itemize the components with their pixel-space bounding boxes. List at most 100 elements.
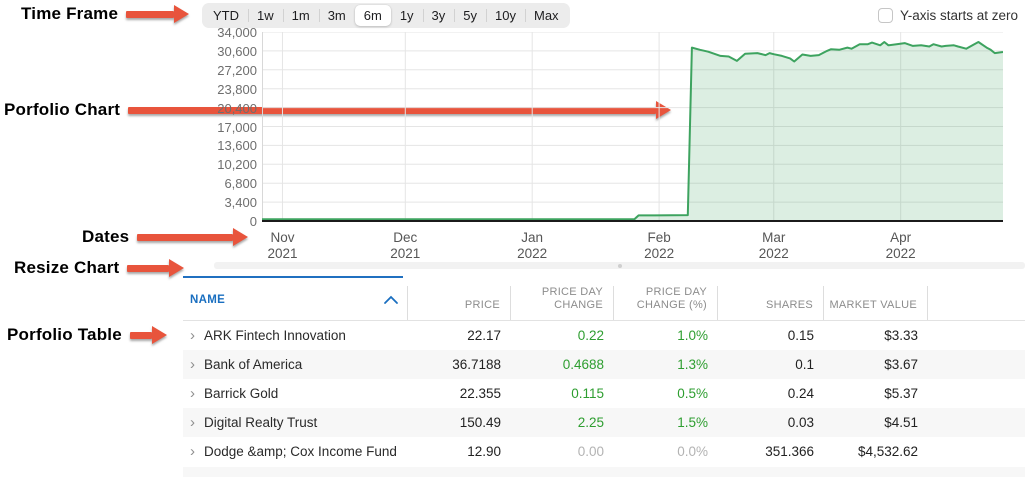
table-row[interactable]: › ARK Fintech Innovation 22.17 0.22 1.0% 0.15… <box>183 321 1025 350</box>
cell-name: › Dodge &amp; Cox Income Fund <box>183 444 408 459</box>
y-axis-zero-checkbox[interactable] <box>878 8 893 23</box>
column-header-label: NAME <box>190 293 226 306</box>
y-axis-zero-option: Y-axis starts at zero <box>878 8 1018 23</box>
cell-shares: 0.1 <box>795 357 814 372</box>
cell-shares: 351.366 <box>765 444 814 459</box>
holding-name: ARK Fintech Innovation <box>204 328 346 343</box>
cell-change-pct: 0.0% <box>677 444 708 459</box>
column-header-change[interactable]: PRICE DAY CHANGE <box>511 286 614 320</box>
timeframe-option-10y[interactable]: 10y <box>486 5 525 26</box>
cell-market-value: $4,532.62 <box>857 444 918 459</box>
y-tick-label: 23,800 <box>217 81 257 97</box>
column-header-label: MARKET VALUE <box>829 299 917 311</box>
cell-market-value: $5.37 <box>884 386 918 401</box>
annotation-label: Time Frame <box>21 4 119 23</box>
table-row[interactable]: › Bank of America 36.7188 0.4688 1.3% 0.1 $3.6… <box>183 350 1025 379</box>
expand-row-chevron-icon[interactable]: › <box>190 414 195 431</box>
right-arrow-icon <box>126 5 190 23</box>
annotation-label: Porfolio Table <box>7 325 122 344</box>
timeframe-option-3y[interactable]: 3y <box>422 5 455 26</box>
x-tick-label: Mar 2022 <box>758 230 789 261</box>
annotation-portfolio-chart: Porfolio Chart <box>4 100 672 120</box>
column-header-shares[interactable]: SHARES <box>718 286 824 320</box>
column-header-market_value[interactable]: MARKET VALUE <box>824 286 928 320</box>
annotation-label: Porfolio Chart <box>4 100 121 119</box>
x-tick-label: Jan 2022 <box>517 230 548 261</box>
y-tick-label: 6,800 <box>224 176 257 192</box>
timeframe-option-1y[interactable]: 1y <box>399 8 414 23</box>
annotation-resize-chart: Resize Chart <box>14 258 185 278</box>
y-tick-label: 10,200 <box>217 157 257 173</box>
timeframe-option-max[interactable]: Max <box>524 5 568 26</box>
table-row[interactable]: › Barrick Gold 22.355 0.115 0.5% 0.24 $5.37 <box>183 379 1025 408</box>
y-tick-label: 13,600 <box>217 138 257 154</box>
x-tick-label: Dec 2021 <box>390 230 421 261</box>
x-tick-label: Feb 2022 <box>644 230 675 261</box>
timeframe-option-3m[interactable]: 3m <box>318 5 355 26</box>
table-row[interactable]: › Digital Realty Trust 150.49 2.25 1.5% 0.03 $… <box>183 408 1025 437</box>
x-tick-label: Apr 2022 <box>885 230 916 261</box>
column-header-change_pct[interactable]: PRICE DAY CHANGE (%) <box>614 286 718 320</box>
timeframe-selector: YTD 1w 1m 3m 6m 1y 3y 5y 10y Max <box>202 3 570 28</box>
expand-row-chevron-icon[interactable]: › <box>190 327 195 344</box>
annotation-label: Resize Chart <box>14 258 120 277</box>
table-header-row: NAME PRICE PRICE DAY CHANGE PRICE DAY CHANG… <box>183 279 1025 321</box>
cell-name: › Digital Realty Trust <box>183 415 408 430</box>
timeframe-option-5y[interactable]: 5y <box>454 5 486 26</box>
annotation-portfolio-table: Porfolio Table <box>7 325 168 345</box>
holding-name: Digital Realty Trust <box>204 415 318 430</box>
y-tick-label: 20,400 <box>217 100 257 116</box>
expand-row-chevron-icon[interactable]: › <box>190 443 195 460</box>
timeframe-option-ytd[interactable]: YTD <box>213 8 239 23</box>
sort-ascending-icon <box>384 295 398 304</box>
expand-row-chevron-icon[interactable]: › <box>190 356 195 373</box>
cell-price: 22.355 <box>459 386 501 401</box>
cell-change-pct: 1.0% <box>677 328 708 343</box>
expand-row-chevron-icon[interactable]: › <box>190 385 195 402</box>
table-row[interactable]: › Dodge &amp; Cox Income Fund 12.90 0.00 0.0… <box>183 437 1025 466</box>
cell-price: 12.90 <box>467 444 501 459</box>
column-header-label: PRICE DAY CHANGE (%) <box>636 286 707 311</box>
y-tick-label: 3,400 <box>224 195 257 211</box>
column-header-name[interactable]: NAME <box>183 286 408 320</box>
y-tick-label: 34,000 <box>217 25 257 40</box>
cell-change: 2.25 <box>577 415 604 430</box>
cell-shares: 0.03 <box>787 415 814 430</box>
cell-name: › Bank of America <box>183 357 408 372</box>
y-tick-label: 17,000 <box>217 119 257 135</box>
portfolio-chart[interactable] <box>262 31 1004 222</box>
holding-name: Bank of America <box>204 357 303 372</box>
cell-name: › ARK Fintech Innovation <box>183 328 408 343</box>
cell-change-pct: 0.5% <box>677 386 708 401</box>
column-header-label: PRICE <box>464 299 500 311</box>
annotation-dates: Dates <box>82 227 249 247</box>
cell-change: 0.00 <box>577 444 604 459</box>
cell-name: › Barrick Gold <box>183 386 408 401</box>
cell-change-pct: 1.5% <box>677 415 708 430</box>
chart-y-axis-labels: 0 3,400 6,800 10,200 13,600 17,000 20,400 23,80… <box>150 25 257 229</box>
cell-market-value: $3.33 <box>884 328 918 343</box>
chart-x-axis-labels: Nov 2021 Dec 2021 Jan 2022 Feb 2022 Mar 2022 Apr 20… <box>262 230 1003 264</box>
y-axis-zero-label: Y-axis starts at zero <box>900 8 1019 23</box>
timeframe-option-6m[interactable]: 6m <box>354 5 391 26</box>
y-tick-label: 0 <box>249 214 257 229</box>
cell-price: 36.7188 <box>452 357 501 372</box>
y-tick-label: 27,200 <box>217 62 257 78</box>
timeframe-option-1m[interactable]: 1m <box>282 5 319 26</box>
table-body: › ARK Fintech Innovation 22.17 0.22 1.0% 0.15… <box>183 321 1025 466</box>
portfolio-table: NAME PRICE PRICE DAY CHANGE PRICE DAY CHANG… <box>183 279 1025 466</box>
right-arrow-icon <box>127 259 185 277</box>
y-tick-label: 30,600 <box>217 43 257 59</box>
table-next-row-sliver <box>183 467 1025 477</box>
column-header-label: PRICE DAY CHANGE <box>541 286 603 311</box>
cell-shares: 0.15 <box>787 328 814 343</box>
right-arrow-icon <box>137 228 249 246</box>
column-header-label: SHARES <box>765 299 813 311</box>
chart-resize-handle[interactable] <box>214 262 1025 269</box>
holding-name: Dodge &amp; Cox Income Fund <box>204 444 397 459</box>
cell-shares: 0.24 <box>787 386 814 401</box>
timeframe-option-1w[interactable]: 1w <box>248 5 283 26</box>
cell-change-pct: 1.3% <box>677 357 708 372</box>
column-header-price[interactable]: PRICE <box>408 286 511 320</box>
